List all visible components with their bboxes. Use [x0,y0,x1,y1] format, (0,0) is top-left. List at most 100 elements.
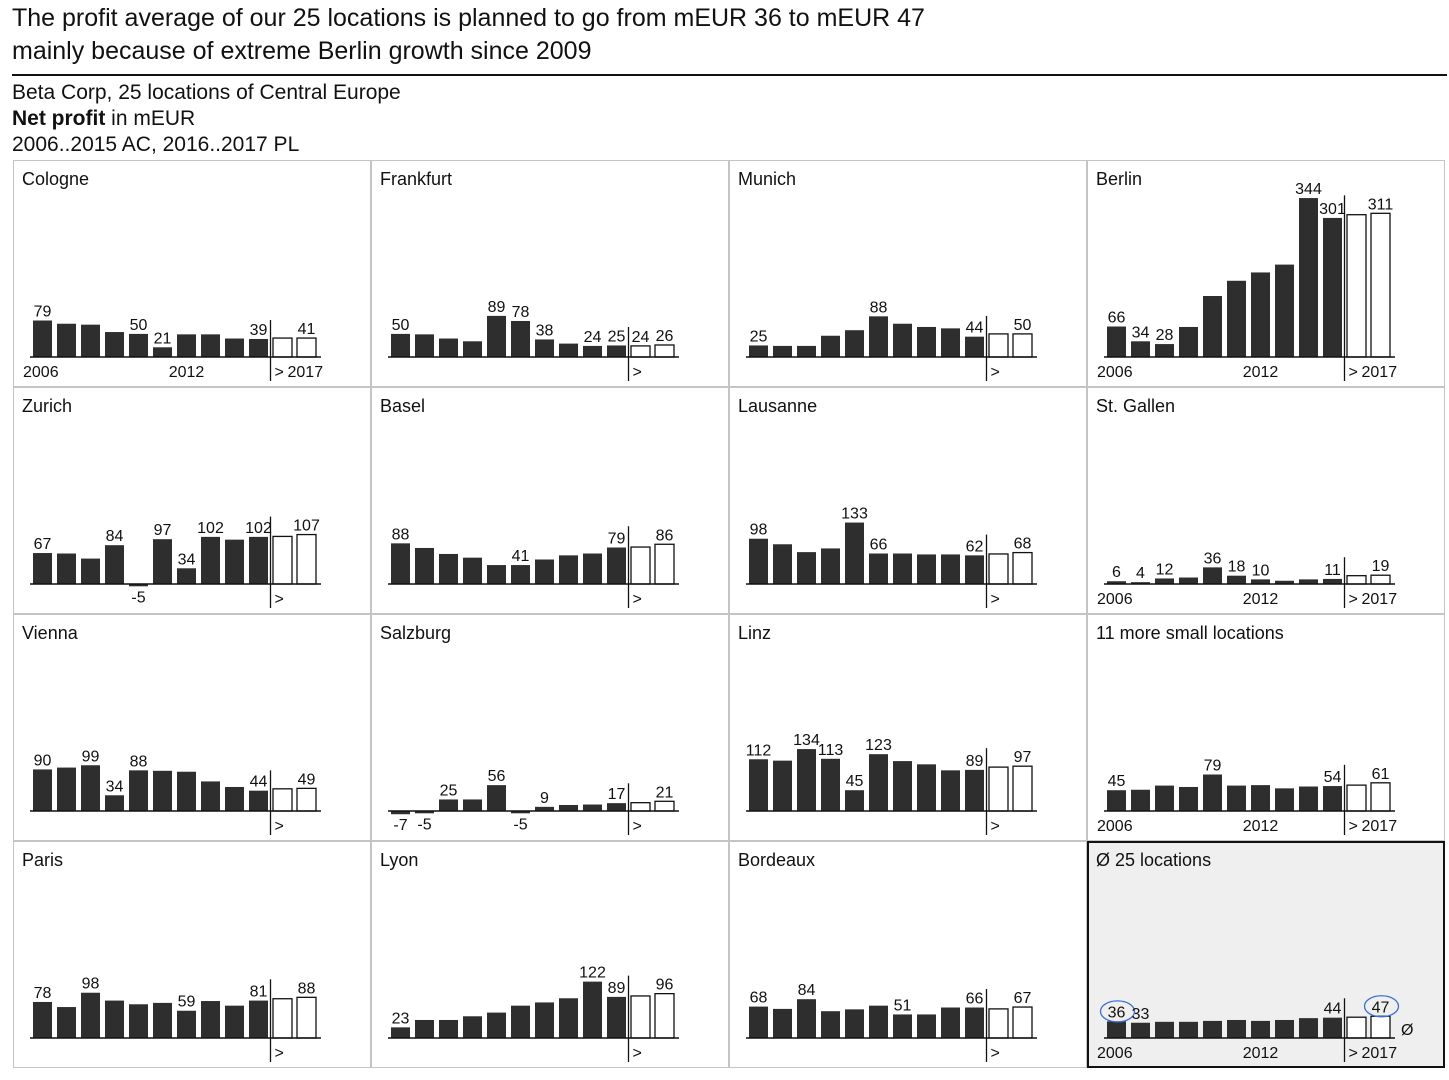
bar-2014 [941,770,960,811]
bar-2017 [1370,574,1391,585]
panel-frame [371,614,729,841]
panel-title: St. Gallen [1096,396,1175,416]
bar-2017 [1370,782,1391,812]
bar-2009 [821,335,840,357]
data-label-2014: 24 [584,329,602,346]
bar-2010 [487,315,506,357]
bar-2006 [33,769,52,811]
data-label-2015: 79 [608,531,626,548]
bar-2016 [630,345,651,358]
bar-2017 [654,344,675,358]
bar-2015 [249,1000,268,1038]
bar-2008 [81,324,100,357]
bar-2009 [105,545,124,584]
axis-label-start: 2006 [23,364,59,381]
bar-2013 [917,554,936,584]
panel-title: Salzburg [380,623,451,643]
data-label-2017: 68 [1014,536,1032,553]
bar-2016 [272,535,293,585]
panel-title: Vienna [22,623,79,643]
data-label-2015: 44 [1324,1001,1342,1018]
bar-2012 [535,339,554,357]
data-label-2006: 78 [34,985,52,1002]
plan-marker: > [1349,818,1358,835]
bar-2006 [33,553,52,584]
data-label-2006: 90 [34,752,52,769]
bar-2012 [1251,272,1270,357]
data-label-2006: 79 [34,304,52,321]
data-label-2007: 33 [1132,1006,1150,1023]
panel-title: Zurich [22,396,72,416]
chart-subtitle: Beta Corp, 25 locations of Central Europ… [12,80,401,158]
report-title: The profit average of our 25 locations i… [12,2,1442,68]
panel-title: Lausanne [738,396,817,416]
bar-2009 [1179,1021,1198,1038]
bar-2008 [81,765,100,811]
panel-title: Lyon [380,850,418,870]
bar-2015 [607,547,626,584]
data-label-2017: 97 [1014,749,1032,766]
data-label-2011: 18 [1228,559,1246,576]
bar-2008 [81,558,100,584]
bar-2015 [607,803,626,811]
data-label-2008: 25 [440,782,458,799]
data-label-2010: -5 [131,589,145,606]
bar-2010 [1203,774,1222,811]
bar-2013 [559,555,578,584]
data-label-2017: 26 [656,328,674,345]
bar-2010 [129,584,148,587]
panel-frankfurt: Frankfurt 50 89 78 38 24 25 24 26 > [371,160,729,387]
bar-2016 [988,766,1009,812]
bar-2008 [81,992,100,1038]
bar-2014 [225,539,244,584]
axis-label-start: 2006 [1097,364,1133,381]
bar-2013 [1275,1019,1294,1038]
bar-2009 [105,1000,124,1038]
data-label-2008: 12 [1156,561,1174,578]
data-label-2008: 28 [1156,327,1174,344]
bar-2011 [511,811,530,814]
bar-2010 [129,333,148,357]
data-label-2006: 36 [1108,1004,1126,1021]
plan-marker: > [275,364,284,381]
data-label-2008: 84 [798,982,816,999]
data-label-2017: 41 [298,321,316,338]
data-label-2011: 41 [512,548,530,565]
data-label-2017: 86 [656,527,674,544]
data-label-2006: -7 [393,817,407,834]
bar-2016 [988,553,1009,585]
bar-2016 [1346,575,1367,585]
bar-2015 [965,769,984,811]
bar-2017 [1012,765,1033,812]
panel-frame [371,841,729,1068]
panel-frame [13,841,371,1068]
data-label-2011: -5 [513,816,527,833]
data-label-2010: 88 [130,753,148,770]
bar-2008 [1155,344,1174,357]
bar-2014 [941,554,960,584]
data-label-2011: 88 [870,299,888,316]
bar-2009 [821,758,840,811]
data-label-2014: 344 [1295,181,1322,198]
bar-2013 [201,781,220,811]
bar-2013 [559,343,578,357]
plan-marker: > [633,818,642,835]
bar-2011 [153,1002,172,1038]
data-label-2016: 24 [632,329,650,346]
data-label-2011: 21 [154,330,172,347]
bar-2010 [129,770,148,811]
bar-2011 [1227,1019,1246,1038]
bar-2008 [439,553,458,584]
data-label-2015: 44 [966,320,984,337]
data-label-2010: 133 [841,506,868,523]
data-label-2017: 96 [656,977,674,994]
bar-2009 [463,799,482,811]
data-label-2017: 50 [1014,317,1032,334]
data-label-2015: 66 [966,991,984,1008]
bar-2013 [559,998,578,1038]
bar-2014 [1299,1018,1318,1038]
bar-2008 [797,999,816,1038]
axis-label-mid: 2012 [1243,1045,1279,1062]
data-label-2006: 67 [34,536,52,553]
panel-paris: Paris 78 98 59 81 88 > [13,841,371,1068]
